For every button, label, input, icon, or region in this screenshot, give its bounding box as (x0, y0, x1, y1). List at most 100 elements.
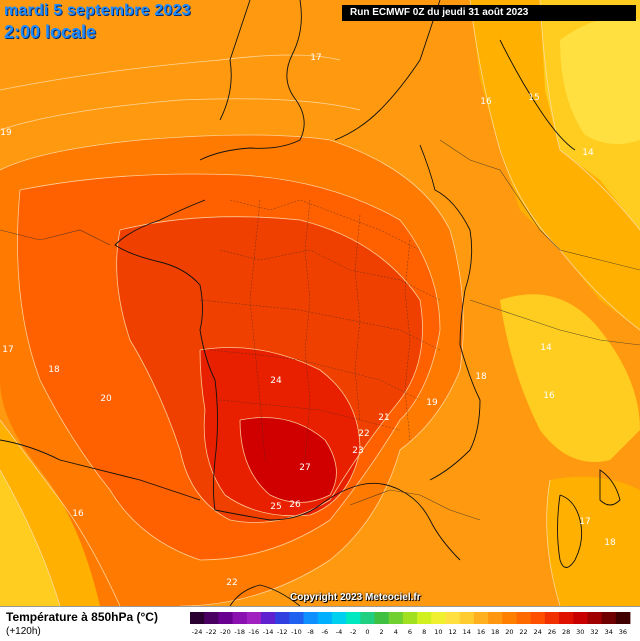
legend: Température à 850hPa (°C) (+120h) -24 -22… (0, 606, 640, 641)
forecast-time-title: 2:00 locale (4, 22, 97, 42)
legend-swatch (388, 612, 404, 624)
coastlines (0, 0, 621, 606)
legend-tick-label: 14 (463, 628, 471, 636)
legend-swatch (246, 612, 262, 624)
contour-label: 21 (378, 413, 389, 423)
country-borders (0, 139, 640, 521)
legend-swatch (601, 612, 617, 624)
legend-tick-label: -18 (234, 628, 245, 636)
isotherm-lines (0, 0, 640, 606)
field-14-16-east (500, 294, 640, 462)
legend-tick-label: 18 (491, 628, 499, 636)
legend-tick-label: -6 (322, 628, 328, 636)
contour-label: 25 (270, 502, 281, 512)
legend-tick-label: -12 (277, 628, 288, 636)
legend-swatch (488, 612, 503, 624)
legend-tick-label: 26 (548, 628, 556, 636)
legend-swatch (417, 612, 432, 624)
legend-tick-label: 2 (380, 628, 384, 636)
contour-label: 17 (579, 517, 590, 527)
legend-subtitle: (+120h) (6, 626, 41, 637)
copyright-text: Copyright 2023 Meteociel.fr (290, 592, 421, 603)
contour-label: 22 (226, 578, 237, 588)
contour-label: 22 (358, 429, 369, 439)
legend-tick-label: 36 (619, 628, 627, 636)
field-12-14 (560, 17, 640, 144)
legend-color-scale: -24 -22 -20 -18 -16 -14 -12 -10 -8 -6 -4 -2 0 2 4 6 8 10 1… (190, 612, 631, 636)
legend-swatch (218, 612, 233, 624)
legend-tick-label: -2 (350, 628, 356, 636)
legend-swatch (445, 612, 461, 624)
legend-swatch (317, 612, 333, 624)
legend-swatch (232, 612, 248, 624)
contour-label: 18 (604, 538, 616, 548)
field-southeast (546, 476, 640, 606)
contour-label: 16 (543, 391, 555, 401)
legend-tick-label: -22 (206, 628, 217, 636)
legend-swatch (190, 612, 205, 624)
legend-tick-label: 28 (562, 628, 570, 636)
legend-tick-label: 4 (394, 628, 398, 636)
region-borders (199, 199, 441, 461)
legend-tick-label: 16 (477, 628, 485, 636)
legend-swatch (502, 612, 517, 624)
legend-swatch (360, 612, 375, 624)
temperature-map (0, 0, 640, 606)
legend-tick-label: 32 (590, 628, 598, 636)
legend-tick-label: 20 (505, 628, 513, 636)
field-28-30 (240, 417, 337, 503)
legend-swatch (402, 612, 418, 624)
contour-label: 18 (475, 372, 487, 382)
legend-tick-label: 12 (448, 628, 456, 636)
contour-label: 17 (2, 345, 13, 355)
legend-title: Température à 850hPa (°C) (6, 610, 158, 624)
legend-swatch (346, 612, 361, 624)
legend-swatch (331, 612, 347, 624)
legend-tick-label: -24 (192, 628, 203, 636)
contour-label: 14 (540, 343, 552, 353)
legend-swatch (559, 612, 574, 624)
legend-tick-label: -4 (336, 628, 342, 636)
legend-swatch (275, 612, 290, 624)
legend-swatch (260, 612, 276, 624)
contour-label: 15 (528, 93, 539, 103)
legend-swatch (303, 612, 319, 624)
legend-tick-label: -20 (220, 628, 231, 636)
model-run-label: Run ECMWF 0Z du jeudi 31 août 2023 (342, 5, 636, 21)
legend-swatch (204, 612, 219, 624)
legend-tick-label: 24 (534, 628, 542, 636)
legend-swatch (516, 612, 532, 624)
contour-label: 26 (289, 500, 301, 510)
legend-swatch (530, 612, 546, 624)
forecast-date-title: mardi 5 septembre 2023 (4, 2, 191, 19)
legend-tick-label: 22 (519, 628, 527, 636)
contour-label: 16 (72, 509, 84, 519)
legend-swatch (473, 612, 489, 624)
contour-label: 14 (582, 148, 594, 158)
legend-tick-label: 0 (365, 628, 369, 636)
contour-label: 24 (270, 376, 282, 386)
legend-swatch (587, 612, 603, 624)
contour-label: 23 (352, 446, 363, 456)
legend-tick-label: -16 (249, 628, 260, 636)
contour-label: 16 (480, 97, 492, 107)
contour-label: 19 (0, 128, 12, 138)
legend-swatch (544, 612, 560, 624)
legend-tick-label: -14 (263, 628, 274, 636)
contour-label: 20 (100, 394, 112, 404)
legend-tick-label: 30 (576, 628, 584, 636)
legend-swatch (615, 612, 631, 624)
legend-swatch (374, 612, 390, 624)
legend-tick-label: 34 (605, 628, 613, 636)
field-west-cool (0, 470, 60, 606)
legend-swatch (459, 612, 475, 624)
contour-label: 27 (299, 463, 310, 473)
legend-tick-label: 8 (422, 628, 426, 636)
contour-label: 18 (48, 365, 60, 375)
contour-label: 19 (426, 398, 438, 408)
legend-swatch (431, 612, 446, 624)
legend-tick-label: -10 (291, 628, 302, 636)
legend-swatch (573, 612, 588, 624)
legend-tick-label: -8 (307, 628, 313, 636)
